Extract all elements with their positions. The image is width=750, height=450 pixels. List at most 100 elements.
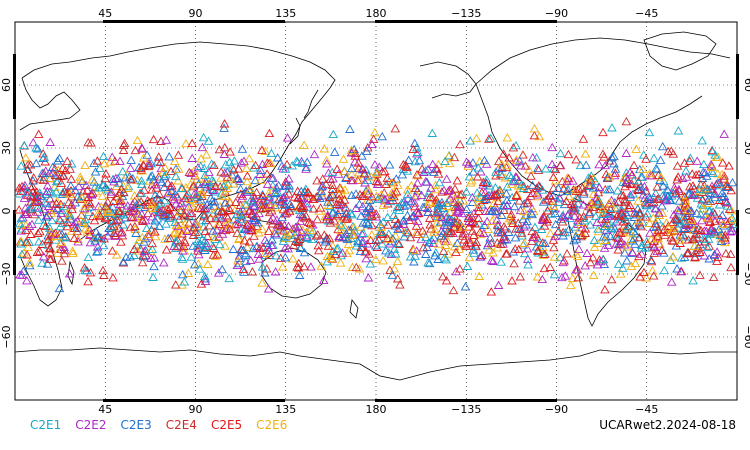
observation-marker: [464, 211, 474, 221]
observation-marker: [198, 132, 209, 142]
observation-marker: [695, 247, 705, 256]
observation-marker: [219, 119, 230, 128]
observation-marker: [149, 261, 159, 271]
observation-marker: [41, 189, 51, 198]
observation-marker: [694, 184, 705, 193]
observation-marker: [231, 197, 241, 206]
observation-marker: [236, 245, 247, 254]
observation-marker: [412, 178, 423, 187]
observation-marker: [513, 181, 524, 190]
observation-marker: [58, 218, 68, 227]
observation-marker: [377, 228, 388, 238]
observation-marker: [46, 254, 56, 263]
observation-marker: [468, 158, 478, 167]
observation-marker: [294, 234, 305, 243]
observation-marker: [402, 210, 413, 220]
observation-marker: [187, 153, 197, 162]
observation-marker: [471, 133, 482, 143]
observation-marker: [605, 198, 616, 207]
observation-marker: [376, 222, 386, 231]
observation-marker: [406, 180, 417, 190]
observation-marker: [16, 161, 26, 170]
observation-marker: [579, 189, 589, 198]
observation-marker: [206, 193, 216, 202]
observation-marker: [284, 181, 295, 190]
observation-marker: [440, 156, 450, 165]
observation-marker: [33, 228, 43, 237]
axis-labels: 45 90 135 180 −135 −90 −45 45 90 135 180 −135 −90 −45…: [0, 7, 750, 416]
observation-marker: [143, 208, 153, 218]
legend-item-c2e1: C2E1: [30, 418, 62, 432]
observation-marker: [60, 232, 71, 242]
observation-marker: [82, 227, 92, 236]
observation-marker: [202, 231, 213, 240]
observation-marker: [518, 181, 529, 190]
observation-marker: [603, 240, 614, 250]
observation-marker: [496, 239, 506, 249]
observation-marker: [363, 273, 374, 282]
observation-marker: [709, 250, 720, 259]
observation-marker: [625, 190, 636, 199]
observation-marker: [98, 151, 109, 161]
observation-marker: [437, 187, 447, 196]
observation-marker: [616, 210, 627, 219]
observation-marker: [108, 196, 119, 205]
observation-marker: [390, 123, 401, 133]
observation-marker: [598, 127, 608, 137]
observation-marker: [484, 245, 494, 254]
observation-marker: [217, 191, 228, 200]
lon-tick-label-top: −90: [545, 7, 568, 20]
observation-marker: [509, 258, 519, 268]
observation-marker: [676, 266, 686, 276]
observation-marker: [490, 182, 501, 192]
observation-marker: [89, 177, 99, 186]
observation-marker: [290, 222, 301, 232]
observation-marker: [445, 207, 455, 216]
observation-marker: [397, 198, 407, 207]
observation-marker: [598, 209, 608, 218]
observation-marker: [105, 157, 116, 166]
observation-marker: [431, 208, 441, 218]
observation-marker: [51, 231, 61, 240]
observation-marker: [496, 159, 507, 168]
observation-marker: [122, 201, 133, 210]
observation-marker: [630, 258, 641, 268]
lat-tick-label-right: 0: [742, 208, 750, 215]
observation-marker: [144, 197, 155, 207]
observation-marker: [92, 242, 103, 251]
observation-marker: [136, 163, 146, 173]
observation-marker: [370, 127, 380, 137]
observation-marker: [722, 201, 733, 210]
observation-marker: [481, 175, 492, 184]
observation-marker: [537, 274, 548, 284]
observation-marker: [277, 212, 287, 222]
observation-marker: [214, 232, 224, 241]
observation-marker: [328, 207, 338, 216]
observation-marker: [101, 169, 111, 178]
observation-marker: [622, 175, 633, 184]
observation-marker: [172, 229, 183, 238]
observation-marker: [141, 245, 151, 255]
observation-marker: [128, 173, 138, 183]
observation-marker: [718, 221, 729, 230]
observation-marker: [469, 248, 479, 257]
observation-marker: [236, 211, 247, 220]
legend-item-c2e4: C2E4: [165, 418, 197, 432]
observation-marker: [255, 169, 265, 178]
observation-marker: [348, 175, 358, 185]
observation-marker: [31, 158, 41, 168]
observation-marker: [690, 252, 700, 262]
observation-marker: [632, 184, 643, 193]
observation-marker: [51, 187, 61, 196]
observation-marker: [299, 247, 310, 257]
observation-marker: [114, 214, 125, 224]
lon-tick-label-bottom: 135: [275, 403, 296, 416]
observation-marker: [232, 209, 242, 218]
observation-marker: [564, 224, 574, 233]
observation-marker: [196, 195, 206, 204]
observation-marker: [718, 158, 728, 167]
observation-marker: [568, 176, 578, 185]
observation-marker: [26, 229, 36, 238]
observation-marker: [279, 232, 289, 242]
observation-marker: [200, 273, 211, 283]
